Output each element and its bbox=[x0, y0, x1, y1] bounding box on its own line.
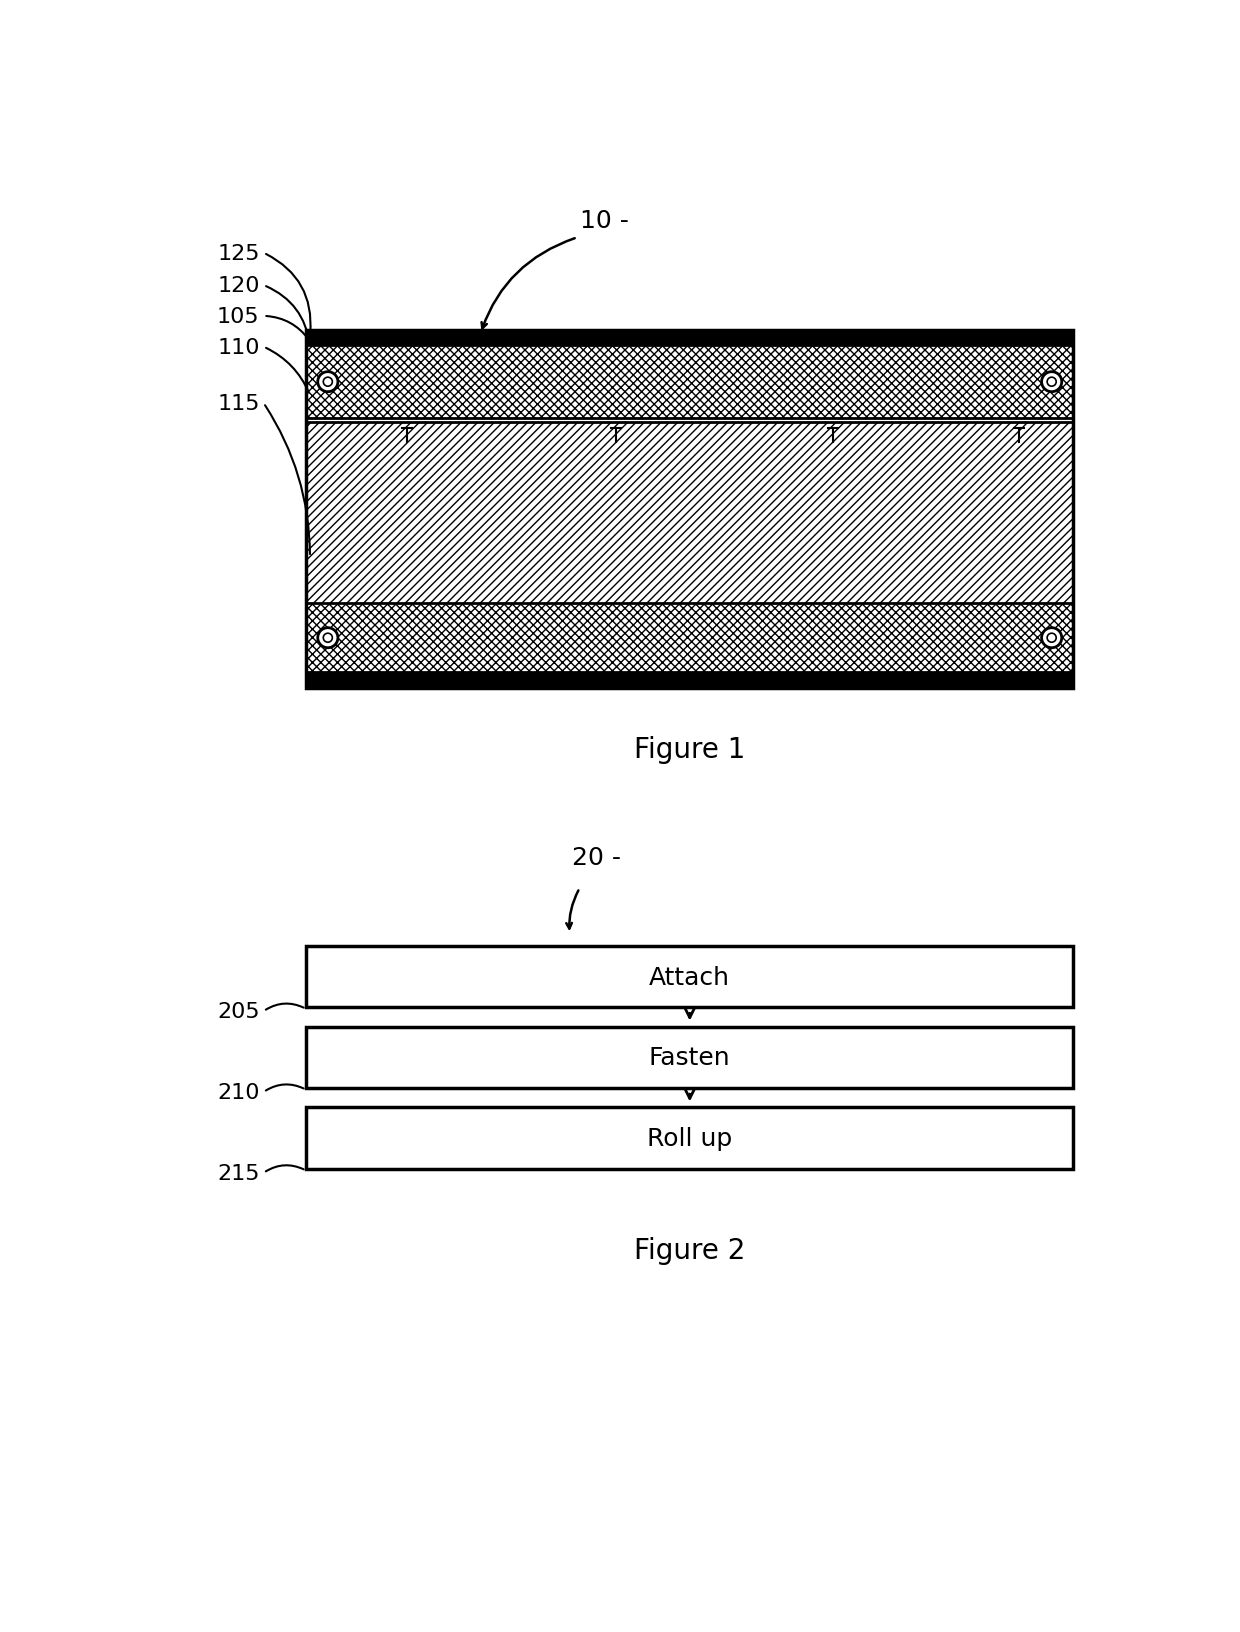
Bar bbox=[306, 604, 1074, 672]
Text: Figure 1: Figure 1 bbox=[634, 736, 745, 764]
Bar bbox=[306, 346, 1074, 419]
Circle shape bbox=[1042, 628, 1061, 648]
Circle shape bbox=[317, 628, 339, 648]
Bar bbox=[306, 947, 1074, 1007]
Text: 110: 110 bbox=[217, 338, 259, 357]
Text: 210: 210 bbox=[217, 1082, 259, 1102]
Bar bbox=[306, 1027, 1074, 1089]
Bar bbox=[306, 331, 1074, 689]
Text: 20 -: 20 - bbox=[572, 845, 621, 870]
Text: 215: 215 bbox=[217, 1164, 259, 1183]
Bar bbox=[306, 331, 1074, 346]
Circle shape bbox=[317, 372, 339, 392]
Text: Figure 2: Figure 2 bbox=[634, 1235, 745, 1265]
Text: Attach: Attach bbox=[650, 965, 730, 989]
Text: Fasten: Fasten bbox=[649, 1046, 730, 1069]
Circle shape bbox=[1042, 372, 1061, 392]
Text: Roll up: Roll up bbox=[647, 1126, 733, 1151]
Bar bbox=[306, 423, 1074, 604]
Text: 125: 125 bbox=[217, 243, 259, 263]
Text: 115: 115 bbox=[217, 393, 259, 413]
Text: 10 -: 10 - bbox=[580, 209, 629, 232]
Text: 105: 105 bbox=[217, 307, 259, 326]
Text: 205: 205 bbox=[217, 1002, 259, 1022]
Text: 120: 120 bbox=[217, 276, 259, 295]
Bar bbox=[306, 672, 1074, 689]
Bar bbox=[306, 1108, 1074, 1169]
